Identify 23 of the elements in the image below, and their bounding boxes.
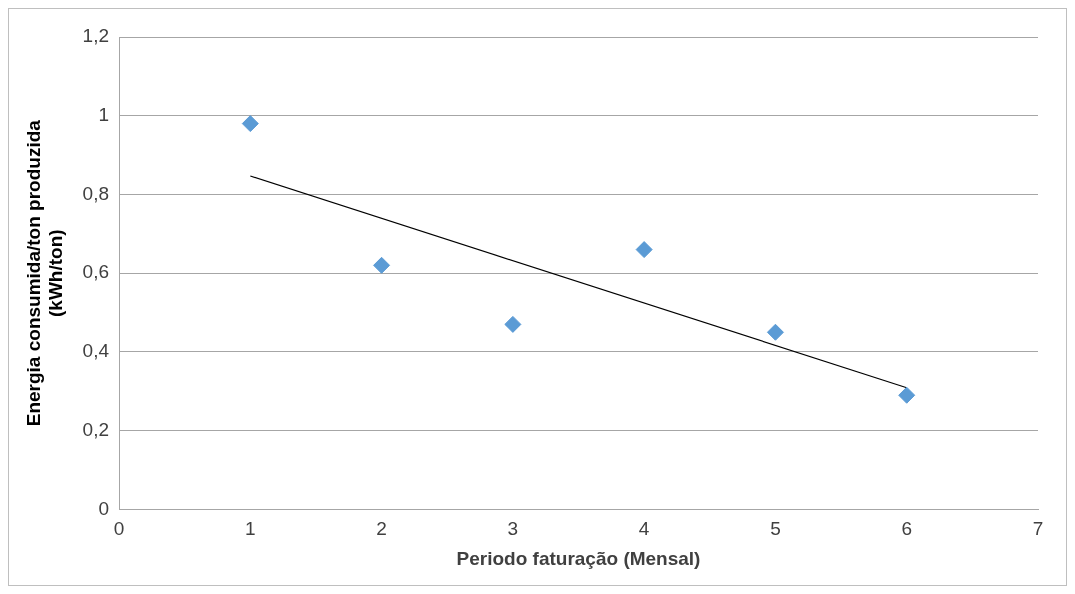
point [635, 241, 653, 259]
point [373, 256, 391, 274]
x-tick-label: 6 [901, 518, 913, 540]
x-axis-title: Periodo faturação (Mensal) [456, 547, 701, 569]
y-tick-label: 0 [98, 497, 110, 519]
x-tick-label: 7 [1032, 518, 1044, 540]
x-tick-label: 4 [638, 518, 650, 540]
point [898, 386, 916, 404]
y-tick-label: 0,8 [82, 182, 110, 204]
y-tick-label: 0,4 [82, 340, 110, 362]
x-tick-label: 3 [507, 518, 519, 540]
x-tick-label: 0 [113, 518, 125, 540]
point [241, 115, 259, 133]
y-tick-label: 1,2 [82, 25, 110, 47]
x-tick-label: 1 [245, 518, 256, 540]
y-tick-label: 1 [98, 103, 110, 125]
x-tick-label: 5 [770, 518, 781, 540]
point [766, 323, 784, 341]
y-tick-label: 0,2 [82, 418, 110, 440]
x-tick-label: 2 [376, 518, 387, 540]
y-axis-title: Energia consumida/ton produzida (kWh/ton) [22, 119, 67, 427]
y-tick-label: 0,6 [82, 261, 110, 283]
point [504, 315, 522, 333]
